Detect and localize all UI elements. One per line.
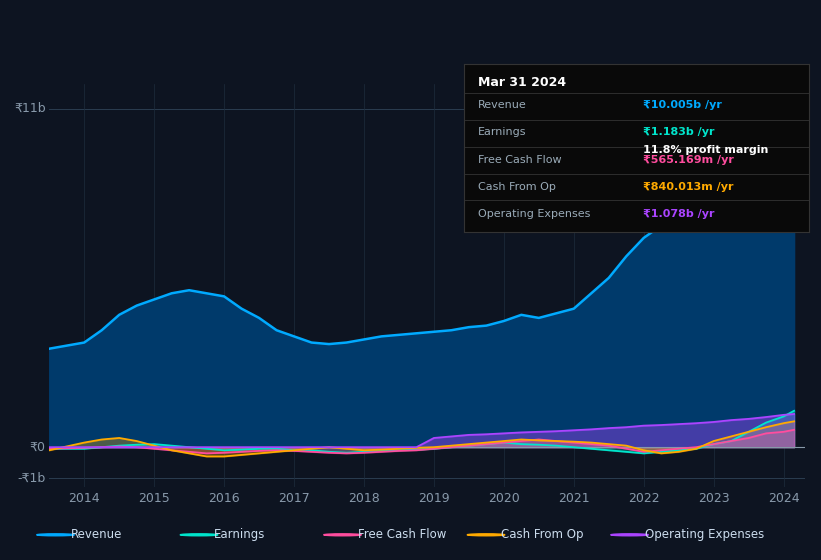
Text: Revenue: Revenue bbox=[478, 100, 526, 110]
Text: ₹840.013m /yr: ₹840.013m /yr bbox=[643, 182, 734, 192]
Circle shape bbox=[467, 534, 505, 536]
Text: -₹1b: -₹1b bbox=[17, 472, 45, 484]
Circle shape bbox=[611, 534, 649, 536]
Text: Operating Expenses: Operating Expenses bbox=[644, 528, 764, 542]
Text: ₹0: ₹0 bbox=[30, 441, 45, 454]
Circle shape bbox=[37, 534, 75, 536]
Text: Revenue: Revenue bbox=[71, 528, 122, 542]
Text: ₹1.078b /yr: ₹1.078b /yr bbox=[643, 209, 714, 219]
Text: Cash From Op: Cash From Op bbox=[478, 182, 556, 192]
Text: 11.8% profit margin: 11.8% profit margin bbox=[643, 145, 768, 155]
Text: Earnings: Earnings bbox=[478, 127, 526, 137]
Circle shape bbox=[323, 534, 361, 536]
Text: ₹11b: ₹11b bbox=[14, 102, 45, 115]
Text: Free Cash Flow: Free Cash Flow bbox=[358, 528, 446, 542]
Circle shape bbox=[180, 534, 218, 536]
Text: ₹1.183b /yr: ₹1.183b /yr bbox=[643, 127, 714, 137]
Text: Cash From Op: Cash From Op bbox=[501, 528, 584, 542]
Text: Mar 31 2024: Mar 31 2024 bbox=[478, 76, 566, 89]
Text: Earnings: Earnings bbox=[214, 528, 265, 542]
Text: ₹565.169m /yr: ₹565.169m /yr bbox=[643, 155, 734, 165]
Text: Free Cash Flow: Free Cash Flow bbox=[478, 155, 562, 165]
Text: ₹10.005b /yr: ₹10.005b /yr bbox=[643, 100, 722, 110]
Text: Operating Expenses: Operating Expenses bbox=[478, 209, 590, 219]
